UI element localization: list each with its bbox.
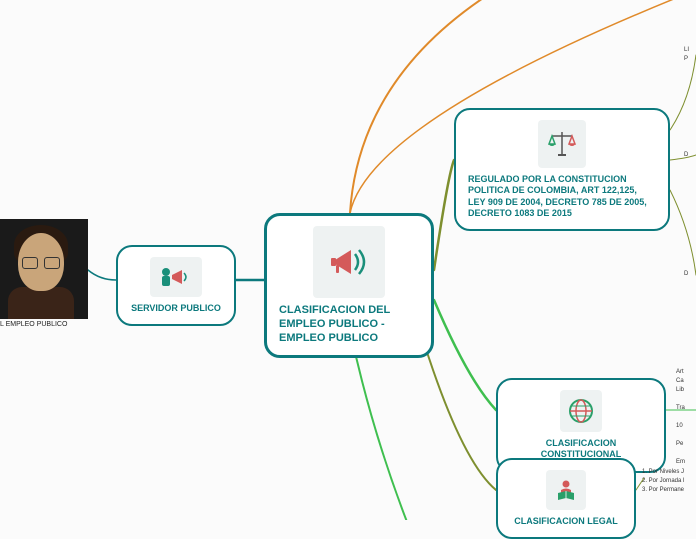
- node-servidor-label: SERVIDOR PUBLICO: [130, 303, 222, 314]
- node-regulado[interactable]: REGULADO POR LA CONSTITUCION POLITICA DE…: [454, 108, 670, 231]
- edge-text-1: LIP: [684, 46, 689, 64]
- node-clasificacion-legal[interactable]: CLASIFICACION LEGAL: [496, 458, 636, 539]
- node-center-label: CLASIFICACION DEL EMPLEO PUBLICO - EMPLE…: [279, 304, 419, 345]
- megaphone-icon: [313, 226, 385, 298]
- author-photo: [0, 219, 88, 319]
- edge-text-2: D: [684, 151, 688, 160]
- edge-text-5: 1. Por Niveles J 2. Por Jornada l 3. Por…: [642, 468, 696, 495]
- node-servidor-publico[interactable]: SERVIDOR PUBLICO: [116, 245, 236, 326]
- megaphone-person-icon: [150, 257, 202, 297]
- edge-text-4: ArtCaLib Tra 10 Pe Em: [676, 368, 696, 467]
- node-legal-label: CLASIFICACION LEGAL: [510, 516, 622, 527]
- node-regulado-label: REGULADO POR LA CONSTITUCION POLITICA DE…: [468, 174, 656, 219]
- node-center[interactable]: CLASIFICACION DEL EMPLEO PUBLICO - EMPLE…: [264, 213, 434, 358]
- scales-icon: [538, 120, 586, 168]
- reader-icon: [546, 470, 586, 510]
- photo-caption: L EMPLEO PUBLICO: [0, 321, 67, 328]
- edge-text-3: D: [684, 270, 688, 279]
- globe-icon: [560, 390, 602, 432]
